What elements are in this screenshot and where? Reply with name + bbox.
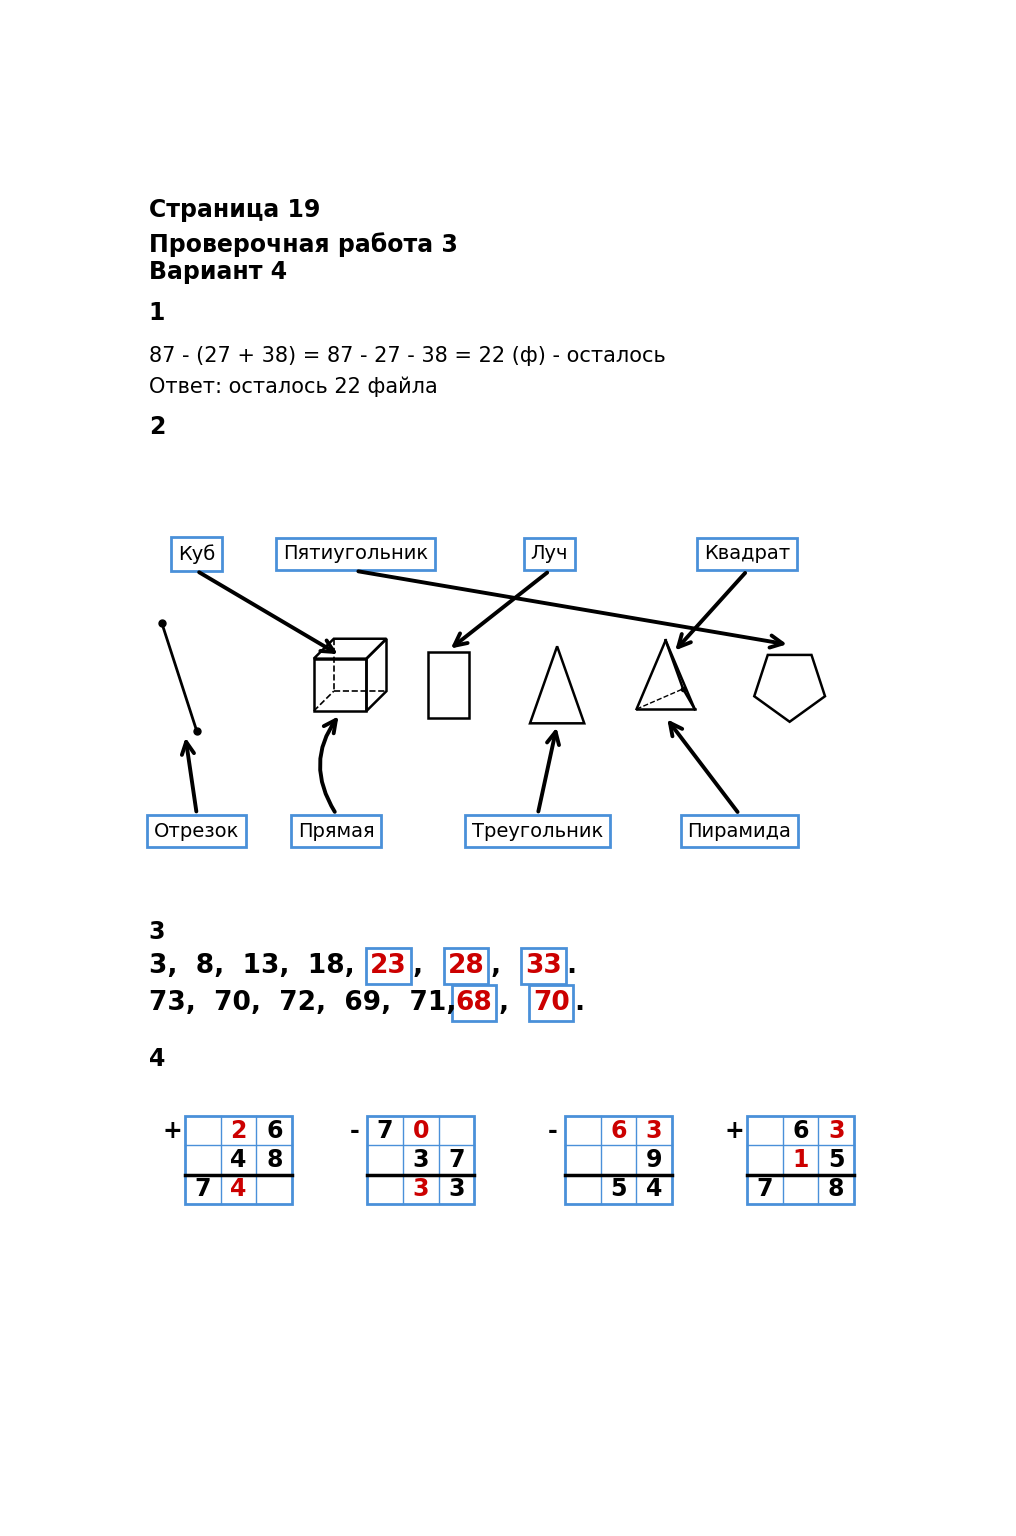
Text: ,: , — [412, 952, 423, 978]
Text: Ответ: осталось 22 файла: Ответ: осталось 22 файла — [148, 376, 438, 398]
Text: 7: 7 — [377, 1118, 393, 1143]
Text: +: + — [724, 1118, 745, 1143]
Text: Страница 19: Страница 19 — [148, 198, 320, 223]
Text: 8: 8 — [828, 1177, 844, 1201]
Text: 0: 0 — [412, 1118, 429, 1143]
Text: 3: 3 — [412, 1147, 429, 1172]
Text: 1: 1 — [148, 301, 165, 326]
FancyBboxPatch shape — [444, 948, 488, 983]
Text: 5: 5 — [610, 1177, 627, 1201]
Text: 73,  70,  72,  69,  71,: 73, 70, 72, 69, 71, — [148, 989, 456, 1015]
Text: ,: , — [498, 989, 508, 1015]
Text: 87 - (27 + 38) = 87 - 27 - 38 = 22 (ф) - осталось: 87 - (27 + 38) = 87 - 27 - 38 = 22 (ф) -… — [148, 346, 665, 366]
Text: 33: 33 — [525, 952, 562, 978]
Text: 3,  8,  13,  18,: 3, 8, 13, 18, — [148, 952, 355, 978]
Text: Вариант 4: Вариант 4 — [148, 260, 287, 284]
Text: Квадрат: Квадрат — [704, 544, 790, 564]
Bar — [367, 1117, 474, 1204]
Text: 7: 7 — [757, 1177, 773, 1201]
Text: .: . — [574, 989, 584, 1015]
Text: 3: 3 — [646, 1118, 662, 1143]
Text: 4: 4 — [231, 1177, 247, 1201]
Text: 1: 1 — [792, 1147, 809, 1172]
Text: 28: 28 — [448, 952, 485, 978]
Text: -: - — [548, 1118, 558, 1143]
Bar — [185, 1117, 292, 1204]
Text: 6: 6 — [792, 1118, 809, 1143]
Text: Проверочная работа 3: Проверочная работа 3 — [148, 232, 457, 257]
Text: 4: 4 — [646, 1177, 662, 1201]
Bar — [565, 1117, 672, 1204]
Text: Куб: Куб — [178, 544, 215, 564]
Text: .: . — [567, 952, 576, 978]
Text: 7: 7 — [195, 1177, 211, 1201]
FancyBboxPatch shape — [529, 985, 573, 1020]
Text: 5: 5 — [828, 1147, 844, 1172]
Text: Отрезок: Отрезок — [154, 822, 240, 840]
Text: 68: 68 — [455, 989, 492, 1015]
FancyBboxPatch shape — [452, 985, 496, 1020]
Text: 6: 6 — [266, 1118, 282, 1143]
Text: Пирамида: Пирамида — [687, 822, 791, 840]
Text: +: + — [163, 1118, 183, 1143]
Bar — [747, 1117, 854, 1204]
Text: 70: 70 — [533, 989, 570, 1015]
Text: Луч: Луч — [530, 544, 568, 564]
Text: Прямая: Прямая — [298, 822, 375, 840]
Text: 4: 4 — [231, 1147, 247, 1172]
Text: 6: 6 — [610, 1118, 627, 1143]
Text: 3: 3 — [448, 1177, 464, 1201]
Text: 7: 7 — [448, 1147, 464, 1172]
Text: 4: 4 — [148, 1046, 165, 1071]
Text: 3: 3 — [828, 1118, 844, 1143]
Text: 2: 2 — [231, 1118, 247, 1143]
Text: 9: 9 — [646, 1147, 662, 1172]
Text: 3: 3 — [148, 920, 166, 943]
Text: Пятиугольник: Пятиугольник — [283, 544, 428, 564]
Text: 23: 23 — [370, 952, 407, 978]
Text: 3: 3 — [412, 1177, 429, 1201]
Text: ,: , — [491, 952, 501, 978]
Text: -: - — [350, 1118, 360, 1143]
FancyBboxPatch shape — [367, 948, 410, 983]
FancyBboxPatch shape — [521, 948, 566, 983]
Text: 8: 8 — [266, 1147, 282, 1172]
Text: 2: 2 — [148, 415, 165, 439]
Text: Треугольник: Треугольник — [472, 822, 604, 840]
